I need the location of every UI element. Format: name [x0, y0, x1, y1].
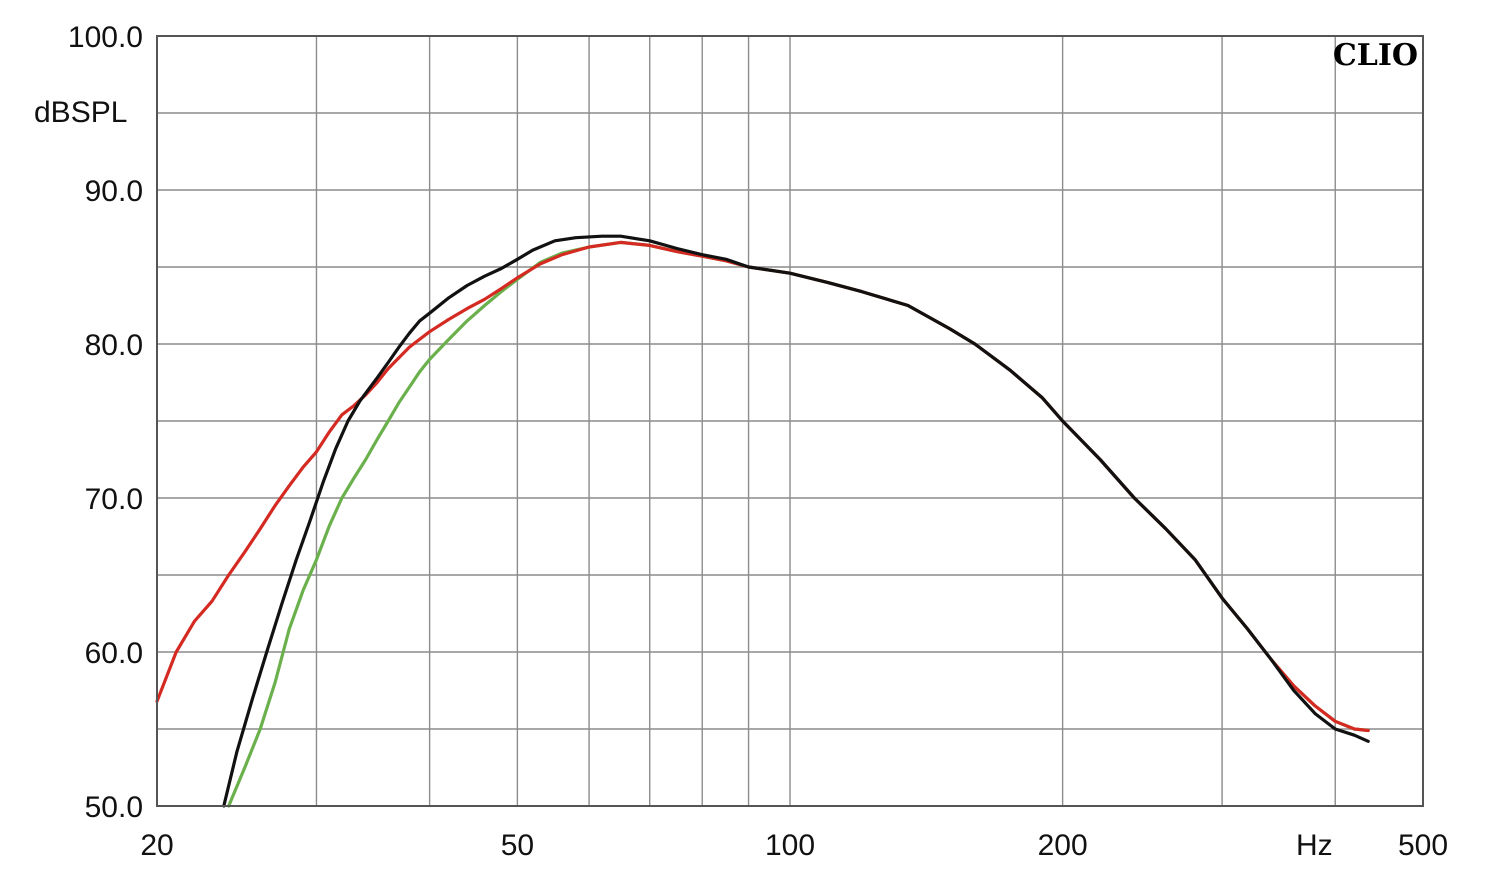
y-tick-label: 60.0 [85, 637, 143, 670]
series-line-3 [222, 234, 1370, 808]
y-tick-label: 90.0 [85, 175, 143, 208]
series-line-2 [155, 240, 1370, 733]
x-unit-label: Hz [1296, 829, 1333, 862]
y-tick-label: 70.0 [85, 483, 143, 516]
series-lines [155, 234, 1370, 808]
x-tick-label: 100 [765, 829, 815, 862]
y-tick-label: 100.0 [68, 21, 143, 54]
x-tick-label: 500 [1398, 829, 1448, 862]
x-tick-label: 20 [140, 829, 173, 862]
y-tick-label: 50.0 [85, 791, 143, 824]
plot-frame [156, 35, 1424, 807]
series-line-1 [227, 240, 1370, 808]
y-unit-label: dBSPL [34, 96, 127, 129]
tick-labels: 50.0 60.0 70.0 80.0 90.0 100.0 20 50 100 200 500 [68, 21, 1448, 862]
clio-brand-label: CLIO [1333, 38, 1418, 73]
x-tick-label: 200 [1038, 829, 1088, 862]
x-tick-label: 50 [501, 829, 534, 862]
y-tick-label: 80.0 [85, 329, 143, 362]
